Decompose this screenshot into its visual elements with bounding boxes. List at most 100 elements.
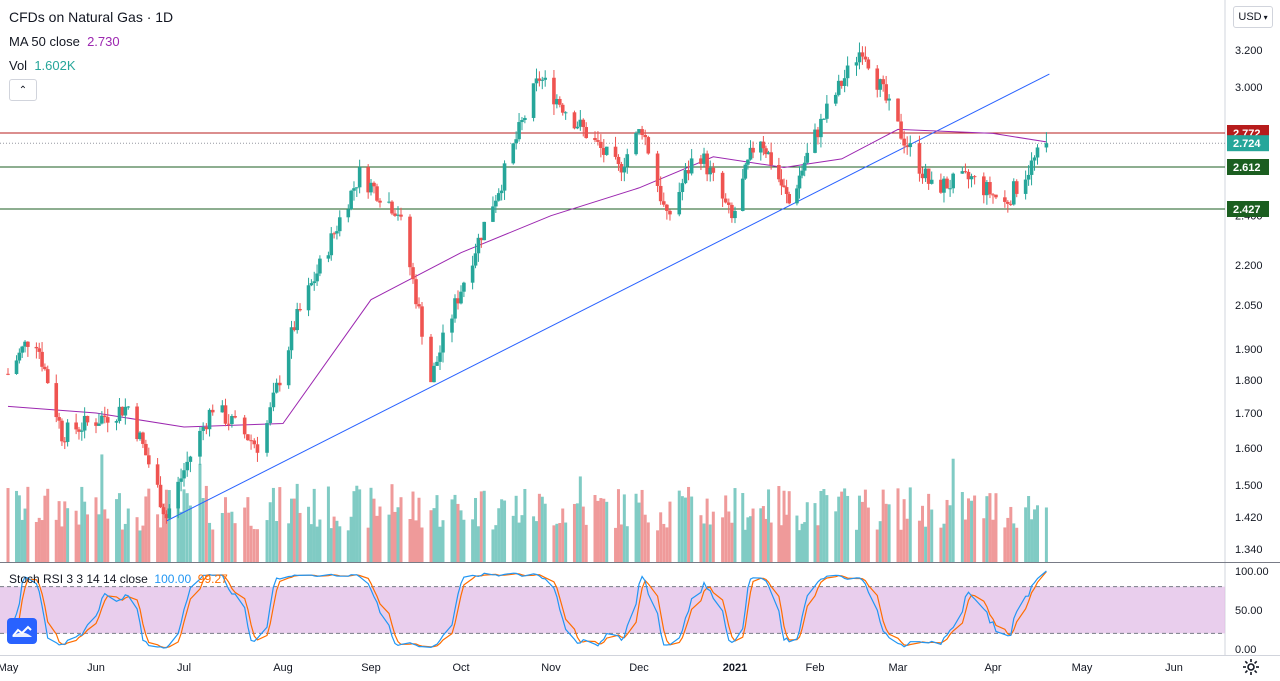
volume-bar [769,522,773,562]
volume-bar [459,510,463,562]
volume-legend[interactable]: Vol 1.602K [9,58,76,73]
candle [896,98,900,122]
volume-bar [167,490,171,562]
volume-bar [476,526,480,562]
candle [62,441,67,443]
volume-bar [224,497,228,562]
candle [884,84,888,101]
stoch-rsi-legend[interactable]: Stoch RSI 3 3 14 14 close 100.00 99.27 [9,572,228,586]
candle [511,143,516,164]
ma-legend[interactable]: MA 50 close 2.730 [9,34,120,49]
candle [114,421,119,423]
volume-bar [349,516,353,562]
gear-icon[interactable] [1242,658,1260,676]
volume-bar [26,486,30,562]
stoch-rsi-label: Stoch RSI 3 3 14 14 close [9,572,148,586]
currency-select[interactable]: USD ▾ [1233,6,1273,28]
candle [420,306,424,337]
volume-bar [523,488,527,562]
candle [207,409,212,430]
stoch-tick-label: 100.00 [1235,566,1269,578]
time-tick-label: Feb [806,662,825,674]
volume-bar [220,512,224,562]
candle [797,175,802,189]
chevron-up-icon: ⌃ [18,84,28,96]
stoch-axis: 100.00 50.00 0.00 [1235,566,1269,656]
volume-bar [973,495,977,562]
volume-bar [878,521,882,562]
candle [743,164,748,179]
volume-bar [683,497,687,562]
candle [1023,179,1028,194]
volume-bar [156,514,160,562]
volume-bar [572,503,576,562]
volume-bar [20,519,24,562]
candle [349,190,353,210]
collapse-legend-button[interactable]: ⌃ [9,79,37,101]
symbol-title-text: CFDs on Natural Gas · 1D [9,9,174,25]
volume-bar [614,527,618,562]
candle [748,147,753,160]
candle [233,416,237,418]
candle [593,138,597,141]
volume-bar [819,490,823,562]
candle [164,514,169,519]
volume-bar [441,520,445,562]
currency-label: USD [1238,11,1262,23]
volume-bar [1024,507,1028,562]
volume-bar [135,517,139,562]
volume-bar [120,529,124,562]
candle [57,417,61,421]
candle [309,283,314,286]
volume-bar [355,485,359,562]
volume-bar [578,476,582,562]
volume-bar [100,454,104,562]
candle [432,365,436,383]
candle [274,382,279,393]
stoch-tick-label: 0.00 [1235,644,1256,656]
candle [699,158,703,164]
volume-bar [176,499,180,562]
volume-bar [491,529,495,562]
candle [298,308,302,311]
price-tick-label: 2.050 [1235,300,1263,312]
candle [117,406,122,422]
price-tick-label: 1.800 [1235,375,1263,387]
price-tick-label: 3.000 [1235,82,1263,94]
candle [963,171,968,173]
symbol-title[interactable]: CFDs on Natural Gas · 1D [9,9,173,25]
volume-bar [659,512,663,562]
tradingview-logo-icon[interactable] [7,618,37,644]
candle [135,406,139,440]
candle [390,201,394,214]
volume-bar [834,511,838,562]
candle [708,167,713,175]
volume-bar [646,522,650,562]
volume-bar [1006,517,1010,562]
candle [182,470,186,479]
volume-bar [816,525,820,562]
candle [948,188,952,190]
volume-bar [677,490,681,562]
candle [899,121,903,139]
volume-bar [711,511,715,562]
candle [761,141,766,149]
candle [942,178,946,193]
volume-bar [372,498,376,562]
candle [769,152,773,166]
candle [289,327,294,351]
time-tick-label: Jun [1165,662,1183,674]
candle [805,152,810,163]
volume-bar [902,499,906,562]
candle [599,141,603,149]
candle [417,304,421,307]
volume-bar [375,515,379,562]
volume-bar [292,498,296,562]
candle [543,77,547,80]
volume-bar [204,485,208,562]
volume-bar [318,519,322,562]
volume-bar [840,491,844,562]
volume-bar [779,525,783,562]
volume-bar [414,520,418,562]
